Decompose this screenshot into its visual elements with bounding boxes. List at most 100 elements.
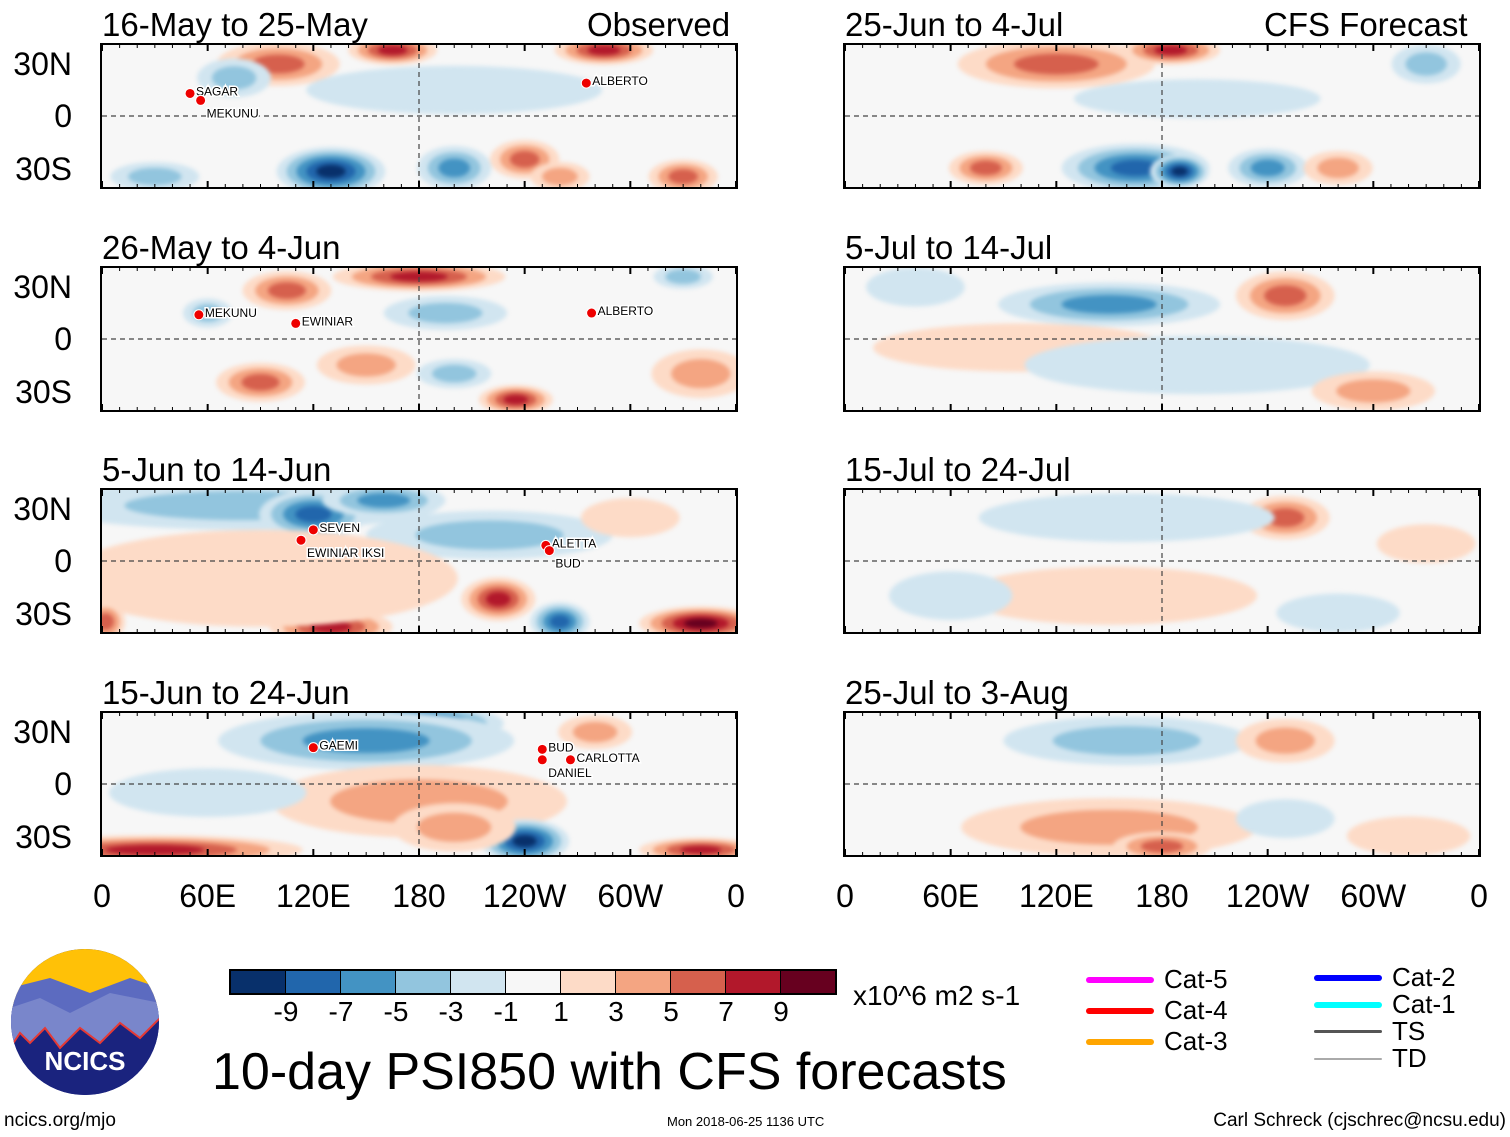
lon-label: 120W bbox=[1225, 878, 1310, 914]
storm-marker bbox=[307, 742, 319, 754]
colorbar-swatch bbox=[561, 971, 616, 993]
lon-label: 0 bbox=[1470, 878, 1488, 914]
anomaly-contour bbox=[581, 498, 680, 538]
anomaly-contour bbox=[512, 835, 537, 848]
anomaly-contour bbox=[1140, 840, 1184, 853]
lat-label: 30N bbox=[13, 269, 72, 305]
legend-label: Cat-1 bbox=[1392, 989, 1456, 1019]
panel-title: 25-Jun to 4-Jul bbox=[845, 6, 1064, 43]
anomaly-contour bbox=[1276, 593, 1400, 632]
storm-marker bbox=[295, 534, 307, 546]
anomaly-contour bbox=[1255, 727, 1315, 754]
storm-label: MEKUNU bbox=[205, 306, 257, 320]
lon-label: 120W bbox=[482, 878, 567, 914]
anomaly-contour bbox=[357, 493, 411, 508]
panel-title: 16-May to 25-May bbox=[102, 6, 368, 43]
anomaly-contour bbox=[302, 728, 430, 754]
footer-url[interactable]: ncics.org/mjo bbox=[4, 1110, 116, 1131]
lat-label: 0 bbox=[54, 321, 72, 357]
colorbar-swatch bbox=[451, 971, 506, 993]
map-panel: SAGAR MEKUNU ALBERTO bbox=[100, 43, 738, 189]
storm-marker bbox=[193, 309, 205, 321]
map-panel bbox=[843, 266, 1481, 412]
storm-label: BUD bbox=[555, 557, 581, 571]
storm-label: GAEMI bbox=[319, 739, 358, 753]
anomaly-contour bbox=[680, 845, 722, 854]
storm-marker bbox=[543, 545, 555, 557]
storm-label: DANIEL bbox=[548, 766, 592, 780]
anomaly-contour bbox=[970, 160, 1002, 176]
map-panel bbox=[843, 488, 1481, 634]
anomaly-contour bbox=[1024, 335, 1370, 395]
anomaly-contour bbox=[668, 169, 698, 184]
legend-line-icon bbox=[1086, 1007, 1154, 1014]
anomaly-contour bbox=[1336, 379, 1411, 403]
legend-item: Cat-5 bbox=[1086, 964, 1228, 995]
legend-label: Cat-4 bbox=[1164, 995, 1228, 1025]
colorbar-label: 5 bbox=[663, 996, 679, 1027]
colorbar-swatch bbox=[616, 971, 671, 993]
panel-title: 25-Jul to 3-Aug bbox=[845, 674, 1069, 711]
legend-label: Cat-3 bbox=[1164, 1026, 1228, 1056]
anomaly-contour bbox=[408, 302, 483, 324]
anomaly-contour bbox=[1376, 524, 1476, 564]
legend-line-icon bbox=[1314, 1057, 1382, 1060]
anomaly-contour bbox=[1061, 295, 1157, 314]
legend-item: Cat-2 bbox=[1314, 962, 1456, 993]
legend-label: TS bbox=[1392, 1016, 1426, 1046]
anomaly-contour bbox=[665, 269, 701, 284]
colorbar-swatch bbox=[341, 971, 396, 993]
logo-text: NCICS bbox=[45, 1046, 126, 1076]
lat-label: 30S bbox=[15, 596, 72, 632]
lon-label: 120E bbox=[1018, 878, 1094, 914]
legend-item: Cat-1 bbox=[1314, 989, 1456, 1020]
storm-label: MEKUNU bbox=[207, 106, 259, 120]
anomaly-contour bbox=[102, 613, 114, 630]
anomaly-contour bbox=[961, 566, 1258, 625]
anomaly-contour bbox=[438, 158, 471, 178]
anomaly-contour bbox=[390, 271, 448, 282]
lat-label: 0 bbox=[54, 98, 72, 134]
anomaly-contour bbox=[1171, 166, 1188, 177]
lon-label: 60W bbox=[1340, 878, 1407, 914]
panel-title: 26-May to 4-Jun bbox=[102, 229, 341, 266]
legend-item: TD bbox=[1314, 1043, 1427, 1074]
legend-label: Cat-2 bbox=[1392, 962, 1456, 992]
footer-author: Carl Schreck (cjschrec@ncsu.edu) bbox=[1213, 1110, 1506, 1131]
anomaly-contour bbox=[503, 394, 529, 405]
storm-marker bbox=[195, 94, 207, 106]
colorbar-swatch bbox=[781, 971, 835, 993]
colorbar-label: -1 bbox=[493, 996, 519, 1027]
colorbar-label: 7 bbox=[718, 996, 734, 1027]
legend-item: TS bbox=[1314, 1016, 1425, 1047]
anomaly-contour bbox=[241, 373, 280, 391]
lat-label: 0 bbox=[54, 543, 72, 579]
anomaly-contour bbox=[550, 615, 570, 629]
storm-marker bbox=[536, 743, 548, 755]
lon-label: 60E bbox=[922, 878, 980, 914]
lat-label: 0 bbox=[54, 766, 72, 802]
anomaly-contour bbox=[1073, 79, 1321, 119]
anomaly-contour bbox=[1317, 157, 1359, 179]
panel-title: 5-Jul to 14-Jul bbox=[845, 229, 1053, 266]
anomaly-contour bbox=[336, 353, 396, 377]
colorbar-label: -5 bbox=[383, 996, 409, 1027]
observed-header: Observed bbox=[587, 6, 731, 43]
map-panel: MEKUNU EWINIAR ALBERTO bbox=[100, 266, 738, 412]
anomaly-contour bbox=[432, 364, 477, 383]
legend-label: Cat-5 bbox=[1164, 964, 1228, 994]
anomaly-contour bbox=[295, 506, 332, 523]
storm-marker bbox=[586, 307, 598, 319]
panel-title: 15-Jul to 24-Jul bbox=[845, 451, 1071, 488]
lat-label: 30S bbox=[15, 819, 72, 855]
anomaly-contour bbox=[671, 359, 731, 389]
legend-line-icon bbox=[1314, 974, 1382, 981]
storm-marker bbox=[536, 754, 548, 766]
forecast-header: CFS Forecast bbox=[1264, 6, 1468, 43]
panel-title: 15-Jun to 24-Jun bbox=[102, 674, 350, 711]
anomaly-contour bbox=[417, 812, 492, 842]
colorbar-label: -9 bbox=[273, 996, 299, 1027]
anomaly-contour bbox=[128, 167, 182, 186]
anomaly-contour bbox=[866, 268, 965, 307]
